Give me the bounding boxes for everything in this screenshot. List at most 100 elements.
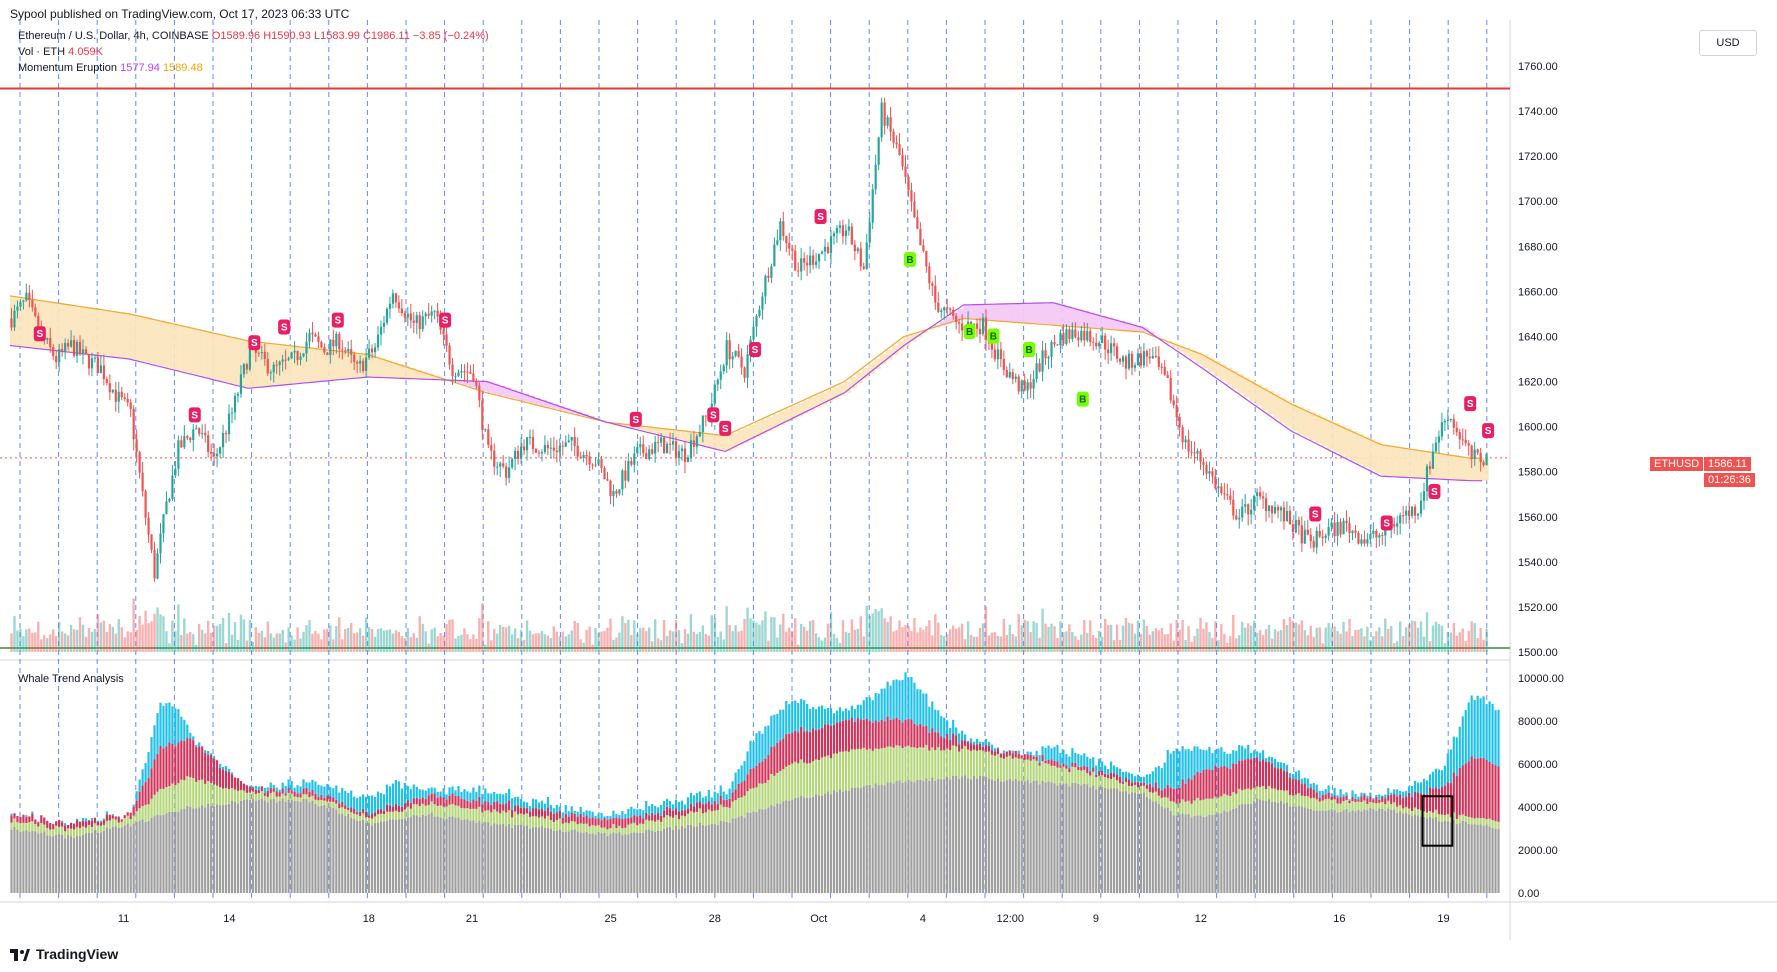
whale-bar-cyan	[597, 813, 600, 819]
candle	[856, 248, 859, 252]
whale-bar-red	[546, 807, 549, 816]
whale-bar-cyan	[1160, 768, 1163, 791]
whale-bar-green	[570, 821, 573, 830]
volume-bar	[504, 627, 508, 652]
whale-bar-red	[871, 722, 874, 751]
whale-bar-green	[648, 820, 651, 830]
candle	[1309, 534, 1312, 542]
candle	[606, 479, 609, 481]
whale-bar-green	[46, 827, 49, 836]
candle	[1181, 427, 1184, 443]
whale-bar-green	[1115, 780, 1119, 789]
whale-bar-green	[609, 828, 612, 835]
volume-legend[interactable]: Vol · ETH 4.059K	[18, 46, 103, 58]
whale-bar-red	[1276, 768, 1280, 791]
whale-bar-red	[1491, 763, 1494, 821]
candle	[350, 348, 353, 355]
whale-bar-red	[862, 719, 865, 748]
whale-bar-base	[1047, 781, 1050, 893]
candle	[427, 313, 430, 316]
whale-bar-green	[269, 793, 272, 800]
symbol-legend[interactable]: Ethereum / U.S. Dollar, 4h, COINBASE O15…	[18, 30, 489, 42]
volume-bar	[460, 634, 463, 652]
volume-bar	[1083, 619, 1086, 652]
whale-bar-green	[1023, 759, 1026, 782]
whale-bar-cyan	[466, 791, 469, 801]
volume-bar	[1062, 632, 1065, 652]
volume-bar	[490, 640, 493, 652]
whale-bar-red	[603, 818, 606, 828]
whale-bar-red	[314, 793, 317, 800]
volume-bar	[648, 627, 651, 652]
whale-bar-base	[558, 829, 561, 893]
band-slice	[1064, 305, 1072, 327]
candle	[731, 356, 734, 360]
whale-legend[interactable]: Whale Trend Analysis	[18, 673, 124, 685]
whale-bar-cyan	[1393, 789, 1396, 794]
whale-bar-base	[224, 804, 228, 893]
band-slice	[945, 317, 953, 324]
candle	[201, 432, 204, 434]
volume-bar	[108, 624, 112, 652]
whale-bar-green	[671, 817, 675, 830]
candle	[1142, 351, 1145, 366]
whale-bar-base	[698, 822, 701, 893]
whale-bar-base	[490, 825, 493, 893]
signal-label: S	[36, 329, 43, 340]
whale-bar-green	[615, 827, 618, 834]
whale-bar-cyan	[1369, 792, 1372, 797]
candle	[686, 457, 690, 462]
whale-bar-base	[752, 811, 755, 893]
volume-bar	[1181, 619, 1184, 652]
whale-bar-green	[1393, 802, 1396, 810]
tradingview-footer[interactable]: TradingView	[10, 946, 118, 962]
whale-bar-green	[1107, 778, 1110, 790]
whale-bar-red	[25, 816, 28, 824]
whale-bar-cyan	[767, 725, 770, 756]
volume-bar	[1112, 640, 1116, 652]
whale-bar-base	[791, 799, 794, 893]
whale-bar-green	[582, 823, 585, 833]
candle	[1452, 419, 1455, 428]
whale-bar-base	[1175, 815, 1178, 893]
whale-bar-base	[1133, 792, 1137, 893]
whale-bar-green	[1294, 794, 1297, 807]
whale-bar-red	[341, 801, 344, 808]
candle	[368, 348, 371, 358]
volume-bar	[814, 633, 818, 652]
whale-bar-base	[919, 779, 922, 893]
whale-bar-green	[892, 747, 895, 784]
whale-bar-base	[323, 804, 326, 893]
indicator-legend[interactable]: Momentum Eruption 1577.94 1589.48	[18, 62, 203, 74]
whale-bar-red	[236, 778, 240, 791]
whale-bar-red	[841, 720, 844, 752]
whale-bar-green	[135, 811, 138, 822]
whale-bar-green	[1270, 788, 1274, 803]
whale-bar-red	[674, 808, 678, 815]
whale-bar-cyan	[645, 801, 648, 813]
signal-label: S	[442, 316, 449, 327]
buy-signal: B	[1076, 391, 1089, 407]
whale-bar-red	[609, 818, 612, 829]
candle	[552, 447, 555, 451]
whale-bar-red	[567, 816, 570, 824]
whale-bar-green	[1214, 796, 1217, 815]
whale-bar-base	[1184, 814, 1187, 893]
whale-bar-red	[224, 770, 228, 789]
whale-bar-red	[764, 758, 767, 783]
whale-bar-cyan	[1089, 758, 1092, 772]
price-tick-label: 1620.00	[1518, 377, 1558, 389]
whale-bar-red	[388, 805, 392, 812]
price-tick-label: 1720.00	[1518, 151, 1558, 163]
whale-bar-cyan	[156, 713, 159, 755]
whale-bar-base	[1163, 808, 1166, 893]
band-slice	[1213, 361, 1221, 377]
candle	[621, 470, 624, 490]
band-slice	[343, 351, 351, 380]
whale-bar-green	[961, 748, 964, 777]
whale-bar-red	[1253, 757, 1256, 788]
currency-button[interactable]: USD	[1699, 30, 1757, 56]
whale-bar-cyan	[1411, 785, 1414, 797]
volume-bar	[138, 615, 141, 652]
